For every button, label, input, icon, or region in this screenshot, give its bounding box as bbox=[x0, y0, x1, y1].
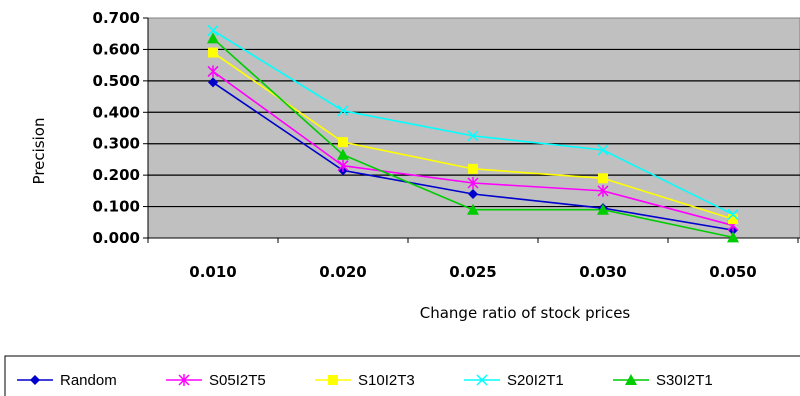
y-tick-label: 0.000 bbox=[93, 229, 140, 247]
data-point bbox=[625, 374, 637, 385]
data-point bbox=[30, 375, 40, 385]
y-tick-label: 0.600 bbox=[93, 40, 140, 58]
y-tick-label: 0.400 bbox=[93, 103, 140, 121]
y-axis-ticks: 0.000 0.100 0.200 0.300 0.400 0.500 0.600 0.700 bbox=[93, 9, 148, 247]
data-point bbox=[337, 148, 349, 160]
series-markers bbox=[207, 25, 739, 243]
x-axis-ticks: 0.010 0.020 0.025 0.030 0.050 bbox=[147, 238, 799, 281]
data-point bbox=[338, 137, 348, 148]
y-tick-label: 0.200 bbox=[93, 166, 140, 184]
data-point bbox=[467, 177, 479, 189]
legend-entry: S20I2T1 bbox=[464, 372, 564, 389]
y-tick-label: 0.500 bbox=[93, 72, 140, 90]
data-point bbox=[337, 105, 349, 117]
legend-label: S05I2T5 bbox=[209, 372, 266, 389]
plot-area bbox=[147, 17, 800, 239]
legend-entry: Random bbox=[17, 372, 117, 389]
data-point bbox=[207, 25, 219, 37]
data-point bbox=[597, 184, 609, 197]
x-tick-label: 0.025 bbox=[449, 263, 496, 281]
legend-entry: S10I2T3 bbox=[315, 372, 415, 389]
data-point bbox=[468, 189, 478, 199]
data-point bbox=[207, 65, 219, 78]
data-point bbox=[727, 208, 739, 220]
legend: Random S05I2T5 S10I2T3 S20I2T1 S30I2T1 bbox=[17, 372, 713, 389]
y-tick-label: 0.300 bbox=[93, 135, 140, 153]
data-point bbox=[597, 144, 609, 156]
data-point bbox=[337, 159, 349, 172]
data-point bbox=[597, 203, 609, 215]
data-point bbox=[476, 374, 488, 386]
data-point bbox=[207, 32, 219, 44]
legend-label: S10I2T3 bbox=[358, 372, 415, 389]
x-tick-label: 0.050 bbox=[709, 263, 756, 281]
data-point bbox=[467, 130, 479, 142]
y-axis-title: Precision bbox=[30, 118, 48, 185]
x-tick-label: 0.010 bbox=[189, 263, 236, 281]
data-point bbox=[467, 203, 479, 215]
y-tick-label: 0.700 bbox=[93, 9, 140, 27]
data-point bbox=[328, 375, 338, 385]
legend-label: Random bbox=[60, 372, 117, 389]
x-tick-label: 0.030 bbox=[579, 263, 626, 281]
legend-label: S20I2T1 bbox=[507, 372, 564, 389]
x-axis-title: Change ratio of stock prices bbox=[420, 304, 631, 322]
data-point bbox=[598, 173, 608, 184]
legend-box bbox=[4, 355, 800, 396]
data-point bbox=[728, 214, 738, 225]
legend-entry: S05I2T5 bbox=[166, 372, 266, 389]
data-point bbox=[727, 231, 739, 243]
legend-entry: S30I2T1 bbox=[613, 372, 713, 389]
legend-label: S30I2T1 bbox=[656, 372, 713, 389]
data-point bbox=[208, 47, 218, 58]
x-tick-label: 0.020 bbox=[319, 263, 366, 281]
data-point bbox=[208, 77, 218, 88]
y-tick-label: 0.100 bbox=[93, 198, 140, 216]
data-point bbox=[178, 374, 190, 386]
data-point bbox=[468, 163, 478, 174]
